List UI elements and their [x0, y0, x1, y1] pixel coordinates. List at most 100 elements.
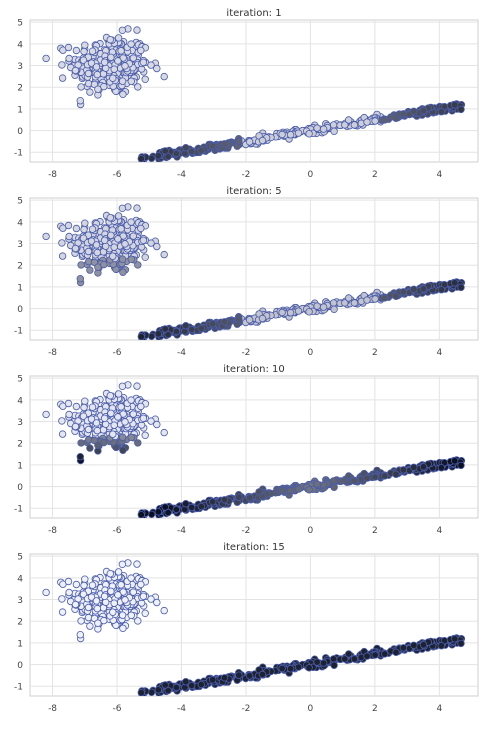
blob-point [77, 261, 85, 269]
line-point [341, 477, 349, 485]
blob-point [80, 581, 88, 590]
line-point [147, 332, 156, 340]
x-tick-label: 2 [372, 526, 378, 536]
blob-point [92, 63, 101, 71]
blob-point [87, 593, 96, 601]
line-point [419, 463, 428, 471]
line-point [319, 125, 328, 133]
line-point [208, 676, 217, 684]
x-tick-label: -2 [241, 526, 250, 536]
line-point [245, 672, 254, 680]
blob-point [134, 261, 142, 269]
blob-point [127, 77, 135, 85]
line-point [187, 147, 196, 156]
blob-point [118, 255, 127, 263]
line-point [437, 107, 446, 116]
y-tick-label: 3 [17, 62, 23, 72]
x-tick-label: 0 [308, 348, 314, 358]
blob-point [42, 54, 50, 63]
y-tick-label: 0 [17, 661, 23, 671]
blob-point [129, 54, 137, 62]
blob-point [58, 595, 66, 603]
line-point [381, 294, 389, 302]
line-point [197, 324, 205, 333]
y-tick-label: 2 [17, 618, 23, 628]
blob-point [118, 204, 127, 212]
line-point [182, 322, 190, 330]
blob-point [127, 574, 135, 582]
line-point [410, 641, 418, 649]
blob-point [107, 409, 115, 417]
y-tick-label: 3 [17, 240, 23, 250]
blob-point [106, 36, 114, 44]
line-point [137, 511, 145, 518]
line-point [341, 121, 349, 129]
line-point [419, 107, 428, 115]
line-point [154, 152, 163, 160]
blob-point [72, 402, 81, 411]
blob-point [58, 61, 66, 69]
blob-point [110, 599, 118, 607]
blob-point [94, 263, 102, 271]
blob-point [110, 421, 118, 429]
y-tick-label: 3 [17, 596, 23, 606]
blob-point [65, 410, 73, 419]
blob-point [118, 26, 127, 34]
line-point [341, 655, 349, 663]
line-point [399, 288, 408, 296]
line-point [341, 299, 349, 307]
line-point [457, 639, 465, 648]
x-tick-label: -4 [177, 170, 186, 180]
line-point [154, 508, 163, 516]
line-point [451, 457, 459, 465]
blob-point [80, 403, 88, 412]
line-point [363, 118, 371, 126]
blob-point [101, 598, 110, 606]
line-point [258, 492, 267, 501]
line-point [363, 296, 371, 304]
blob-point [153, 420, 161, 429]
blob-point [119, 624, 127, 632]
y-tick-label: 4 [17, 396, 23, 406]
blob-point [58, 430, 67, 438]
line-point [329, 477, 338, 485]
blob-point [84, 425, 93, 434]
line-point [278, 130, 286, 139]
blob-point [101, 64, 110, 72]
blob-point [86, 444, 94, 452]
line-point [147, 510, 156, 518]
blob-point [127, 218, 135, 226]
line-point [305, 486, 313, 494]
line-point [187, 325, 196, 334]
line-point [245, 138, 254, 146]
blob-point [79, 590, 88, 598]
blob-point [141, 431, 149, 439]
line-point [330, 305, 338, 313]
line-point [172, 149, 181, 158]
blob-point [118, 560, 127, 568]
blob-point [72, 224, 81, 233]
blob-point [137, 46, 145, 55]
blob-point [107, 587, 115, 595]
x-tick-label: -8 [48, 170, 57, 180]
y-tick-label: 0 [17, 483, 23, 493]
line-point [305, 130, 313, 138]
blob-point [133, 204, 141, 212]
y-tick-label: 2 [17, 262, 23, 272]
y-tick-label: 5 [17, 375, 23, 385]
blob-point [109, 608, 117, 616]
blob-point [58, 417, 66, 425]
y-tick-label: 1 [17, 461, 23, 471]
blob-point [129, 232, 137, 240]
line-point [345, 472, 353, 480]
line-point [294, 129, 303, 137]
blob-point [121, 240, 129, 248]
y-tick-label: -1 [14, 505, 23, 515]
chart-title: iteration: 10 [223, 364, 285, 375]
line-point [294, 307, 303, 315]
line-point [329, 299, 338, 307]
y-tick-label: -1 [14, 327, 23, 337]
line-point [451, 279, 459, 287]
blob-point [141, 253, 149, 261]
